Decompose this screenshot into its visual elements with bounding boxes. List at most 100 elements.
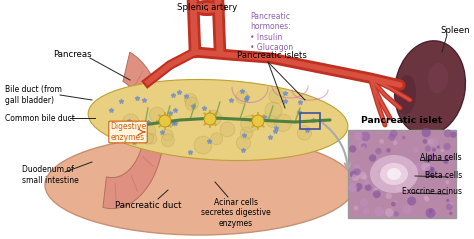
Circle shape	[443, 143, 451, 150]
Text: Pancreatic duct: Pancreatic duct	[115, 201, 181, 210]
Ellipse shape	[45, 135, 355, 235]
Circle shape	[434, 208, 437, 212]
Text: Digestive
enzymes: Digestive enzymes	[110, 122, 146, 142]
Circle shape	[422, 139, 427, 144]
Text: Pancreatic islet: Pancreatic islet	[361, 116, 443, 125]
Circle shape	[430, 167, 435, 172]
Circle shape	[365, 184, 372, 191]
Circle shape	[361, 132, 370, 141]
Circle shape	[252, 115, 264, 127]
Ellipse shape	[88, 80, 348, 161]
Circle shape	[402, 205, 411, 214]
Circle shape	[407, 196, 416, 206]
Circle shape	[423, 195, 428, 200]
Circle shape	[424, 156, 431, 163]
Circle shape	[237, 136, 251, 150]
Circle shape	[359, 172, 366, 179]
Text: Beta cells: Beta cells	[425, 170, 462, 179]
Circle shape	[142, 133, 154, 144]
Circle shape	[374, 188, 378, 192]
Circle shape	[266, 115, 278, 127]
Circle shape	[350, 171, 357, 178]
FancyBboxPatch shape	[348, 130, 456, 218]
Circle shape	[361, 143, 367, 149]
Ellipse shape	[428, 63, 448, 93]
Circle shape	[364, 180, 369, 185]
Circle shape	[384, 162, 392, 169]
Circle shape	[356, 189, 360, 192]
Circle shape	[348, 183, 357, 192]
Circle shape	[210, 133, 223, 145]
Circle shape	[421, 128, 431, 137]
Circle shape	[393, 200, 397, 203]
Ellipse shape	[193, 3, 221, 13]
Ellipse shape	[396, 75, 416, 115]
Circle shape	[360, 199, 368, 207]
Circle shape	[385, 208, 393, 217]
Circle shape	[449, 203, 453, 206]
Circle shape	[162, 130, 173, 141]
Circle shape	[159, 115, 171, 127]
Circle shape	[269, 89, 284, 104]
Circle shape	[352, 174, 359, 181]
Circle shape	[444, 129, 452, 137]
Circle shape	[386, 193, 392, 199]
Text: Acinar cells
secretes digestive
enzymes: Acinar cells secretes digestive enzymes	[201, 198, 271, 228]
Circle shape	[363, 208, 369, 215]
Ellipse shape	[394, 41, 465, 135]
Circle shape	[450, 131, 456, 138]
Circle shape	[446, 180, 449, 184]
Text: Pancreatic
hormones:
• Insulin
• Glucagon: Pancreatic hormones: • Insulin • Glucago…	[250, 12, 293, 52]
Circle shape	[185, 97, 199, 110]
Circle shape	[391, 202, 396, 206]
Circle shape	[362, 146, 365, 150]
Circle shape	[240, 127, 253, 139]
Circle shape	[386, 148, 391, 153]
Circle shape	[138, 123, 155, 140]
Text: Pancreas: Pancreas	[53, 49, 91, 59]
Circle shape	[401, 159, 409, 167]
Circle shape	[161, 134, 174, 147]
Circle shape	[354, 132, 363, 141]
Circle shape	[396, 186, 401, 192]
Circle shape	[444, 156, 449, 161]
Circle shape	[374, 206, 384, 217]
Circle shape	[184, 94, 197, 106]
Circle shape	[402, 136, 405, 139]
Circle shape	[354, 164, 361, 171]
Circle shape	[149, 107, 164, 122]
Circle shape	[194, 136, 212, 154]
Text: Alpha cells: Alpha cells	[420, 153, 462, 163]
Polygon shape	[103, 52, 164, 209]
Circle shape	[399, 171, 403, 176]
Circle shape	[437, 145, 440, 149]
Circle shape	[220, 122, 235, 137]
Circle shape	[393, 141, 397, 145]
Circle shape	[378, 170, 381, 173]
Circle shape	[440, 149, 444, 152]
Circle shape	[375, 148, 382, 154]
Circle shape	[369, 154, 376, 162]
Circle shape	[425, 146, 431, 152]
Circle shape	[274, 114, 292, 131]
Circle shape	[446, 203, 453, 210]
Circle shape	[421, 163, 430, 172]
Circle shape	[354, 168, 361, 176]
Text: Common bile duct: Common bile duct	[5, 114, 75, 123]
Ellipse shape	[370, 155, 418, 193]
Circle shape	[241, 116, 257, 132]
Circle shape	[297, 126, 311, 140]
Circle shape	[393, 173, 398, 177]
Text: Exocrine acinus: Exocrine acinus	[402, 188, 462, 196]
Text: Pancreatic islets: Pancreatic islets	[237, 50, 307, 60]
Circle shape	[236, 91, 248, 103]
Text: Bile duct (from
gall bladder): Bile duct (from gall bladder)	[5, 85, 62, 105]
Circle shape	[394, 172, 401, 180]
Circle shape	[122, 114, 139, 130]
Circle shape	[429, 138, 438, 147]
Text: Spleen: Spleen	[440, 26, 470, 34]
Circle shape	[356, 183, 363, 190]
Circle shape	[388, 133, 395, 141]
Circle shape	[429, 209, 432, 213]
Circle shape	[373, 190, 381, 198]
